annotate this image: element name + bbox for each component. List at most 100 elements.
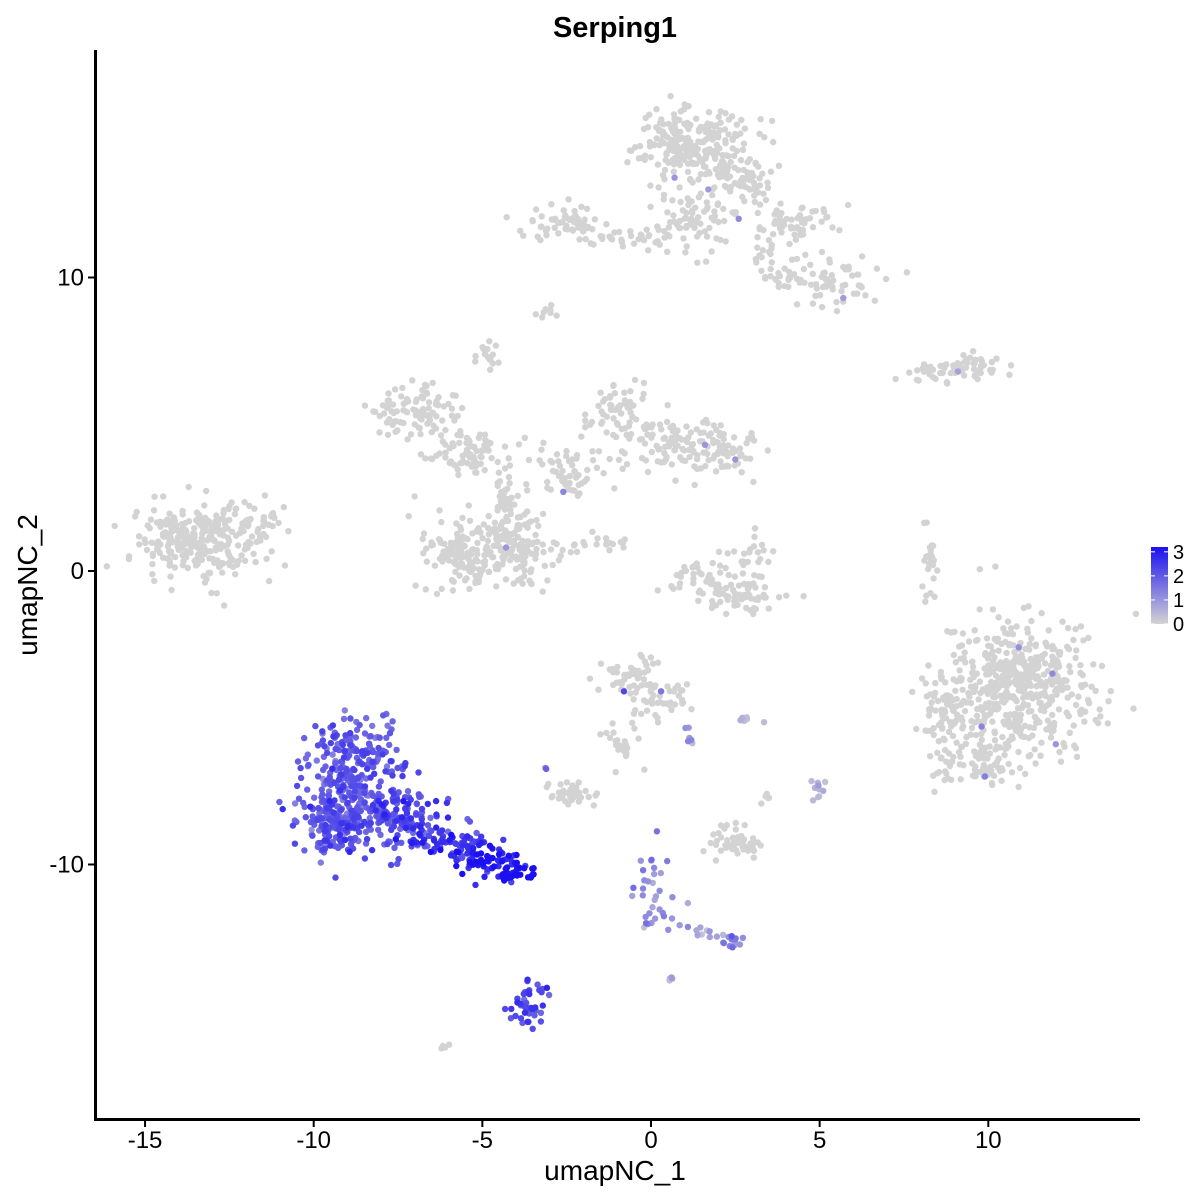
cell-point <box>930 725 937 732</box>
cell-point <box>603 413 610 420</box>
cell-point <box>735 582 743 589</box>
cell-point <box>756 226 763 233</box>
cell-point <box>293 782 301 790</box>
cell-point <box>423 390 431 397</box>
cell-point <box>325 792 332 800</box>
cell-point <box>994 701 1001 709</box>
cell-point <box>251 505 258 512</box>
cell-point <box>714 201 721 209</box>
cell-point <box>619 465 626 472</box>
cell-point <box>670 168 677 175</box>
cell-point <box>580 219 587 226</box>
cell-point <box>499 561 506 568</box>
cell-point <box>198 534 205 542</box>
cell-point <box>949 758 956 765</box>
cell-point <box>439 438 446 445</box>
cell-point <box>448 405 456 412</box>
cell-point <box>527 518 535 525</box>
cell-point <box>607 393 614 400</box>
cell-point <box>691 481 698 489</box>
cell-point <box>1072 654 1079 662</box>
cell-point <box>623 750 630 757</box>
cell-point <box>147 516 155 523</box>
cell-point <box>1056 748 1063 756</box>
cell-point <box>181 539 188 547</box>
cell-point <box>184 564 191 572</box>
cell-point <box>1060 685 1068 692</box>
cell-point <box>812 207 819 215</box>
cell-point <box>297 774 305 782</box>
cell-point <box>775 162 783 169</box>
cell-point <box>547 309 554 316</box>
cell-point <box>977 363 985 371</box>
cell-point <box>591 216 598 223</box>
cell-point <box>207 532 215 539</box>
cell-point <box>754 234 761 241</box>
cell-point <box>337 764 344 772</box>
cell-point <box>665 439 673 446</box>
cell-point <box>323 804 331 812</box>
cell-point <box>1104 720 1112 727</box>
cell-point <box>427 455 435 462</box>
cell-point <box>1097 713 1104 720</box>
cell-point <box>845 266 852 273</box>
cell-point <box>960 372 968 379</box>
cell-point <box>735 166 742 174</box>
cell-point <box>684 738 692 745</box>
cell-point <box>583 475 591 482</box>
cell-point <box>171 564 178 571</box>
cell-point <box>679 153 686 160</box>
cell-point <box>541 562 548 570</box>
cell-point <box>1020 733 1027 741</box>
cell-point <box>953 703 960 710</box>
cell-point <box>1002 745 1009 753</box>
cell-point <box>291 840 299 847</box>
cell-point <box>501 465 509 472</box>
cell-point <box>937 755 945 762</box>
cell-point <box>551 224 558 231</box>
cell-point <box>348 783 355 790</box>
cell-point <box>985 662 992 669</box>
cell-point <box>717 847 725 854</box>
cell-point <box>203 487 210 495</box>
cell-point <box>954 368 962 375</box>
cell-point <box>934 567 941 574</box>
cell-point <box>398 814 406 821</box>
cell-point <box>708 121 715 128</box>
cell-point <box>397 825 404 833</box>
cell-point <box>458 560 466 568</box>
cell-point <box>686 453 693 461</box>
cell-point <box>639 867 647 874</box>
cell-point <box>484 852 491 860</box>
cell-point <box>643 698 650 706</box>
cell-point <box>833 307 841 315</box>
cell-point <box>459 514 466 522</box>
cell-point <box>824 213 831 221</box>
cell-point <box>713 235 720 242</box>
cell-point <box>182 547 189 554</box>
cell-point <box>566 788 573 796</box>
cell-point <box>903 269 911 276</box>
x-axis-title: umapNC_1 <box>544 1155 686 1186</box>
cell-point <box>707 430 714 437</box>
cell-point <box>384 820 392 827</box>
cell-point <box>200 527 207 534</box>
cell-point <box>739 146 747 153</box>
cell-point <box>743 439 750 447</box>
cell-point <box>640 379 648 387</box>
cell-point <box>922 727 929 734</box>
cell-point <box>976 606 983 613</box>
cell-point <box>727 188 734 195</box>
cell-point <box>984 755 991 762</box>
cell-point <box>670 688 678 695</box>
cell-point <box>320 797 327 804</box>
cell-point <box>712 589 719 597</box>
cell-point <box>609 681 617 689</box>
cell-point <box>800 265 808 273</box>
cell-point <box>502 576 510 583</box>
cell-point <box>685 201 692 209</box>
cell-point <box>291 800 299 807</box>
cell-point <box>809 300 817 307</box>
cell-point <box>721 217 728 225</box>
cell-point <box>179 507 186 515</box>
